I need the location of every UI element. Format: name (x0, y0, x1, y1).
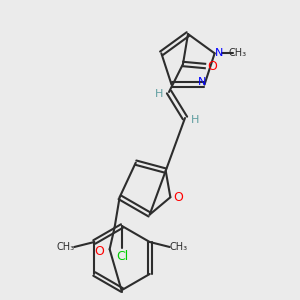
Text: H: H (191, 115, 199, 125)
Text: N: N (214, 48, 223, 58)
Text: N: N (198, 77, 207, 87)
Text: H: H (155, 89, 163, 99)
Text: O: O (95, 245, 105, 258)
Text: CH₃: CH₃ (229, 48, 247, 58)
Text: O: O (207, 59, 217, 73)
Text: CH₃: CH₃ (56, 242, 74, 252)
Text: Cl: Cl (116, 250, 128, 262)
Text: CH₃: CH₃ (170, 242, 188, 252)
Text: O: O (173, 191, 183, 204)
